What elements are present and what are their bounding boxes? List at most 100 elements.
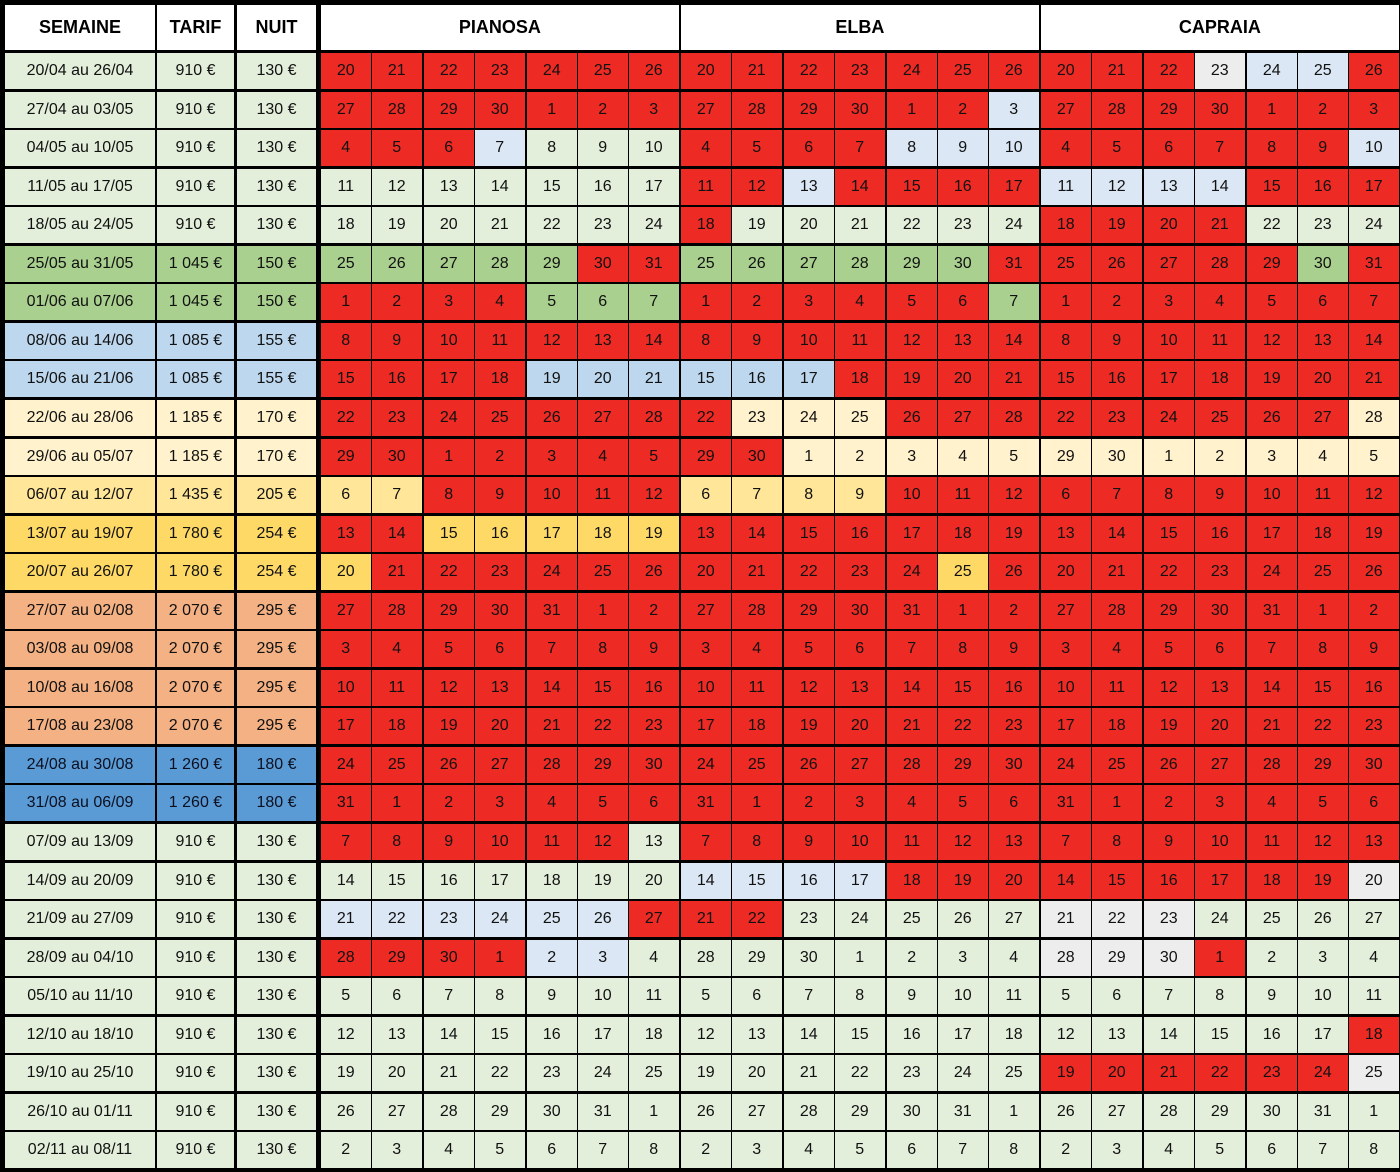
tarif-cell: 1 185 € — [157, 400, 234, 436]
day-cell-elba: 30 — [784, 940, 834, 976]
day-cell-elba: 22 — [784, 554, 834, 590]
day-cell-elba: 1 — [835, 940, 885, 976]
tarif-cell: 1 780 € — [157, 516, 234, 552]
day-cell-capraia: 4 — [1195, 284, 1245, 320]
day-cell-pianosa: 1 — [629, 1094, 679, 1130]
day-cell-capraia: 8 — [1041, 323, 1091, 359]
day-cell-elba: 28 — [784, 1094, 834, 1130]
semaine-cell: 31/08 au 06/09 — [5, 785, 155, 821]
day-cell-capraia: 1 — [1092, 785, 1142, 821]
day-cell-capraia: 3 — [1195, 785, 1245, 821]
day-cell-capraia: 27 — [1092, 1094, 1142, 1130]
tarif-cell: 910 € — [157, 1132, 234, 1168]
day-cell-capraia: 5 — [1144, 631, 1194, 667]
day-cell-pianosa: 4 — [527, 785, 577, 821]
day-cell-elba: 1 — [938, 593, 988, 629]
day-cell-capraia: 25 — [1298, 554, 1348, 590]
day-cell-pianosa: 7 — [527, 631, 577, 667]
header-property-pianosa: PIANOSA — [321, 5, 679, 50]
day-cell-capraia: 15 — [1247, 169, 1297, 205]
day-cell-pianosa: 31 — [321, 785, 371, 821]
day-cell-pianosa: 25 — [578, 53, 628, 89]
day-cell-elba: 25 — [887, 901, 937, 937]
day-cell-capraia: 9 — [1247, 978, 1297, 1014]
day-cell-elba: 25 — [835, 400, 885, 436]
semaine-cell: 17/08 au 23/08 — [5, 708, 155, 744]
day-cell-capraia: 14 — [1041, 863, 1091, 899]
day-cell-pianosa: 12 — [629, 477, 679, 513]
nuit-cell: 150 € — [237, 246, 316, 282]
tarif-cell: 910 € — [157, 863, 234, 899]
day-cell-pianosa: 22 — [321, 400, 371, 436]
day-cell-pianosa: 9 — [629, 631, 679, 667]
day-cell-elba: 12 — [989, 477, 1039, 513]
day-cell-elba: 18 — [887, 863, 937, 899]
nuit-cell: 180 € — [237, 785, 316, 821]
day-cell-capraia: 10 — [1195, 824, 1245, 860]
day-cell-elba: 6 — [989, 785, 1039, 821]
header-nuit: NUIT — [237, 5, 316, 50]
nuit-cell: 155 € — [237, 361, 316, 397]
day-cell-capraia: 27 — [1349, 901, 1399, 937]
day-cell-elba: 6 — [938, 284, 988, 320]
day-cell-pianosa: 29 — [578, 747, 628, 783]
day-cell-capraia: 23 — [1349, 708, 1399, 744]
day-cell-elba: 11 — [938, 477, 988, 513]
day-cell-pianosa: 19 — [629, 516, 679, 552]
day-cell-capraia: 21 — [1092, 53, 1142, 89]
day-cell-elba: 23 — [989, 708, 1039, 744]
day-cell-elba: 3 — [784, 284, 834, 320]
semaine-cell: 22/06 au 28/06 — [5, 400, 155, 436]
day-cell-pianosa: 30 — [475, 593, 525, 629]
day-cell-elba: 12 — [681, 1017, 731, 1053]
day-cell-elba: 6 — [681, 477, 731, 513]
day-cell-capraia: 24 — [1247, 53, 1297, 89]
day-cell-pianosa: 11 — [578, 477, 628, 513]
day-cell-elba: 11 — [989, 978, 1039, 1014]
day-cell-capraia: 11 — [1195, 323, 1245, 359]
day-cell-pianosa: 20 — [578, 361, 628, 397]
day-cell-pianosa: 7 — [424, 978, 474, 1014]
semaine-cell: 03/08 au 09/08 — [5, 631, 155, 667]
day-cell-pianosa: 7 — [629, 284, 679, 320]
day-cell-pianosa: 14 — [475, 169, 525, 205]
day-cell-elba: 4 — [681, 130, 731, 166]
day-cell-capraia: 8 — [1349, 1132, 1399, 1168]
tarif-cell: 1 185 € — [157, 439, 234, 475]
day-cell-pianosa: 5 — [578, 785, 628, 821]
day-cell-capraia: 15 — [1092, 863, 1142, 899]
day-cell-elba: 12 — [938, 824, 988, 860]
day-cell-capraia: 5 — [1298, 785, 1348, 821]
day-cell-elba: 15 — [784, 516, 834, 552]
day-cell-pianosa: 30 — [629, 747, 679, 783]
day-cell-elba: 28 — [887, 747, 937, 783]
day-cell-elba: 2 — [732, 284, 782, 320]
day-cell-pianosa: 11 — [629, 978, 679, 1014]
day-cell-pianosa: 22 — [475, 1055, 525, 1091]
day-cell-elba: 20 — [681, 554, 731, 590]
day-cell-elba: 2 — [784, 785, 834, 821]
day-cell-capraia: 17 — [1041, 708, 1091, 744]
day-cell-capraia: 26 — [1247, 400, 1297, 436]
day-cell-elba: 21 — [732, 53, 782, 89]
day-cell-pianosa: 3 — [578, 940, 628, 976]
day-cell-elba: 3 — [681, 631, 731, 667]
day-cell-elba: 26 — [989, 554, 1039, 590]
nuit-cell: 130 € — [237, 92, 316, 128]
day-cell-pianosa: 24 — [578, 1055, 628, 1091]
day-cell-capraia: 14 — [1247, 670, 1297, 706]
day-cell-elba: 8 — [784, 477, 834, 513]
day-cell-pianosa: 28 — [321, 940, 371, 976]
day-cell-capraia: 29 — [1298, 747, 1348, 783]
day-cell-pianosa: 2 — [578, 92, 628, 128]
day-cell-pianosa: 27 — [424, 246, 474, 282]
day-cell-pianosa: 3 — [629, 92, 679, 128]
day-cell-elba: 16 — [887, 1017, 937, 1053]
day-cell-elba: 7 — [732, 477, 782, 513]
day-cell-capraia: 14 — [1195, 169, 1245, 205]
day-cell-pianosa: 21 — [629, 361, 679, 397]
day-cell-capraia: 14 — [1144, 1017, 1194, 1053]
day-cell-capraia: 25 — [1349, 1055, 1399, 1091]
day-cell-capraia: 12 — [1298, 824, 1348, 860]
day-cell-pianosa: 17 — [629, 169, 679, 205]
